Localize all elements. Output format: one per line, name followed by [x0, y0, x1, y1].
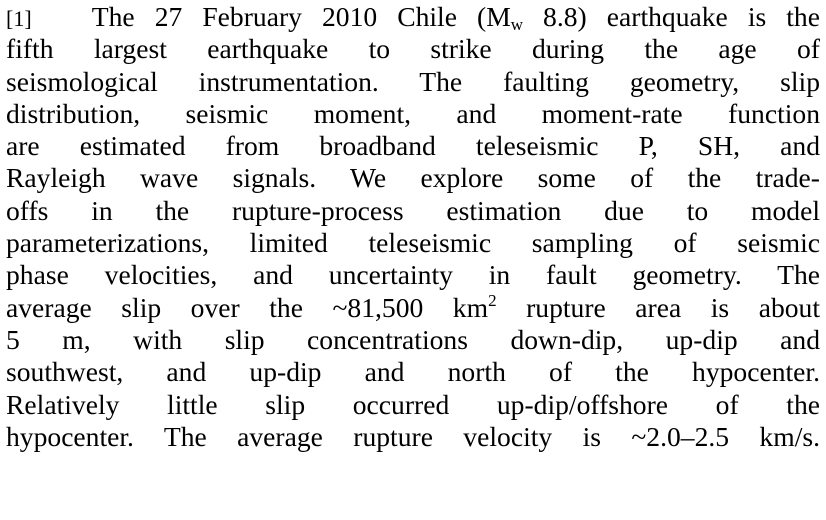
abstract-line-10-pre: average slip over the ~81,500 km	[6, 291, 489, 323]
abstract-line-14: hypocenter. The average rupture velocity…	[6, 420, 820, 452]
abstract-line-1-post: 8.8) earthquake is the	[523, 1, 820, 32]
abstract-line-13: Relatively little slip occurred up-dip/o…	[6, 388, 820, 420]
abstract-line-6: Rayleigh wave signals. We explore some o…	[6, 162, 820, 194]
abstract-line-5: are estimated from broadband teleseismic…	[6, 130, 820, 162]
abstract-line-10: average slip over the ~81,500 km2 ruptur…	[6, 292, 820, 324]
magnitude-subscript: w	[510, 15, 524, 34]
abstract-line-3: seismological instrumentation. The fault…	[6, 65, 820, 97]
abstract-line-11: 5 m, with slip concentrations down-dip, …	[6, 323, 820, 355]
abstract-line-4: distribution, seismic moment, and moment…	[6, 97, 820, 129]
abstract-line-1: [1] The 27 February 2010 Chile (Mw 8.8) …	[6, 1, 820, 33]
abstract-paragraph: [1] The 27 February 2010 Chile (Mw 8.8) …	[6, 0, 820, 453]
area-superscript: 2	[488, 290, 497, 310]
abstract-line-10-post: rupture area is about	[496, 291, 820, 323]
abstract-line-2: fifth largest earthquake to strike durin…	[6, 33, 820, 65]
abstract-line-12: southwest, and up-dip and north of the h…	[6, 356, 820, 388]
paragraph-number: [1]	[6, 6, 32, 31]
abstract-line-9: phase velocities, and uncertainty in fau…	[6, 259, 820, 291]
abstract-line-7: offs in the rupture-process estimation d…	[6, 194, 820, 226]
abstract-line-8: parameterizations, limited teleseismic s…	[6, 227, 820, 259]
abstract-line-1-pre: The 27 February 2010 Chile (M	[91, 1, 511, 32]
